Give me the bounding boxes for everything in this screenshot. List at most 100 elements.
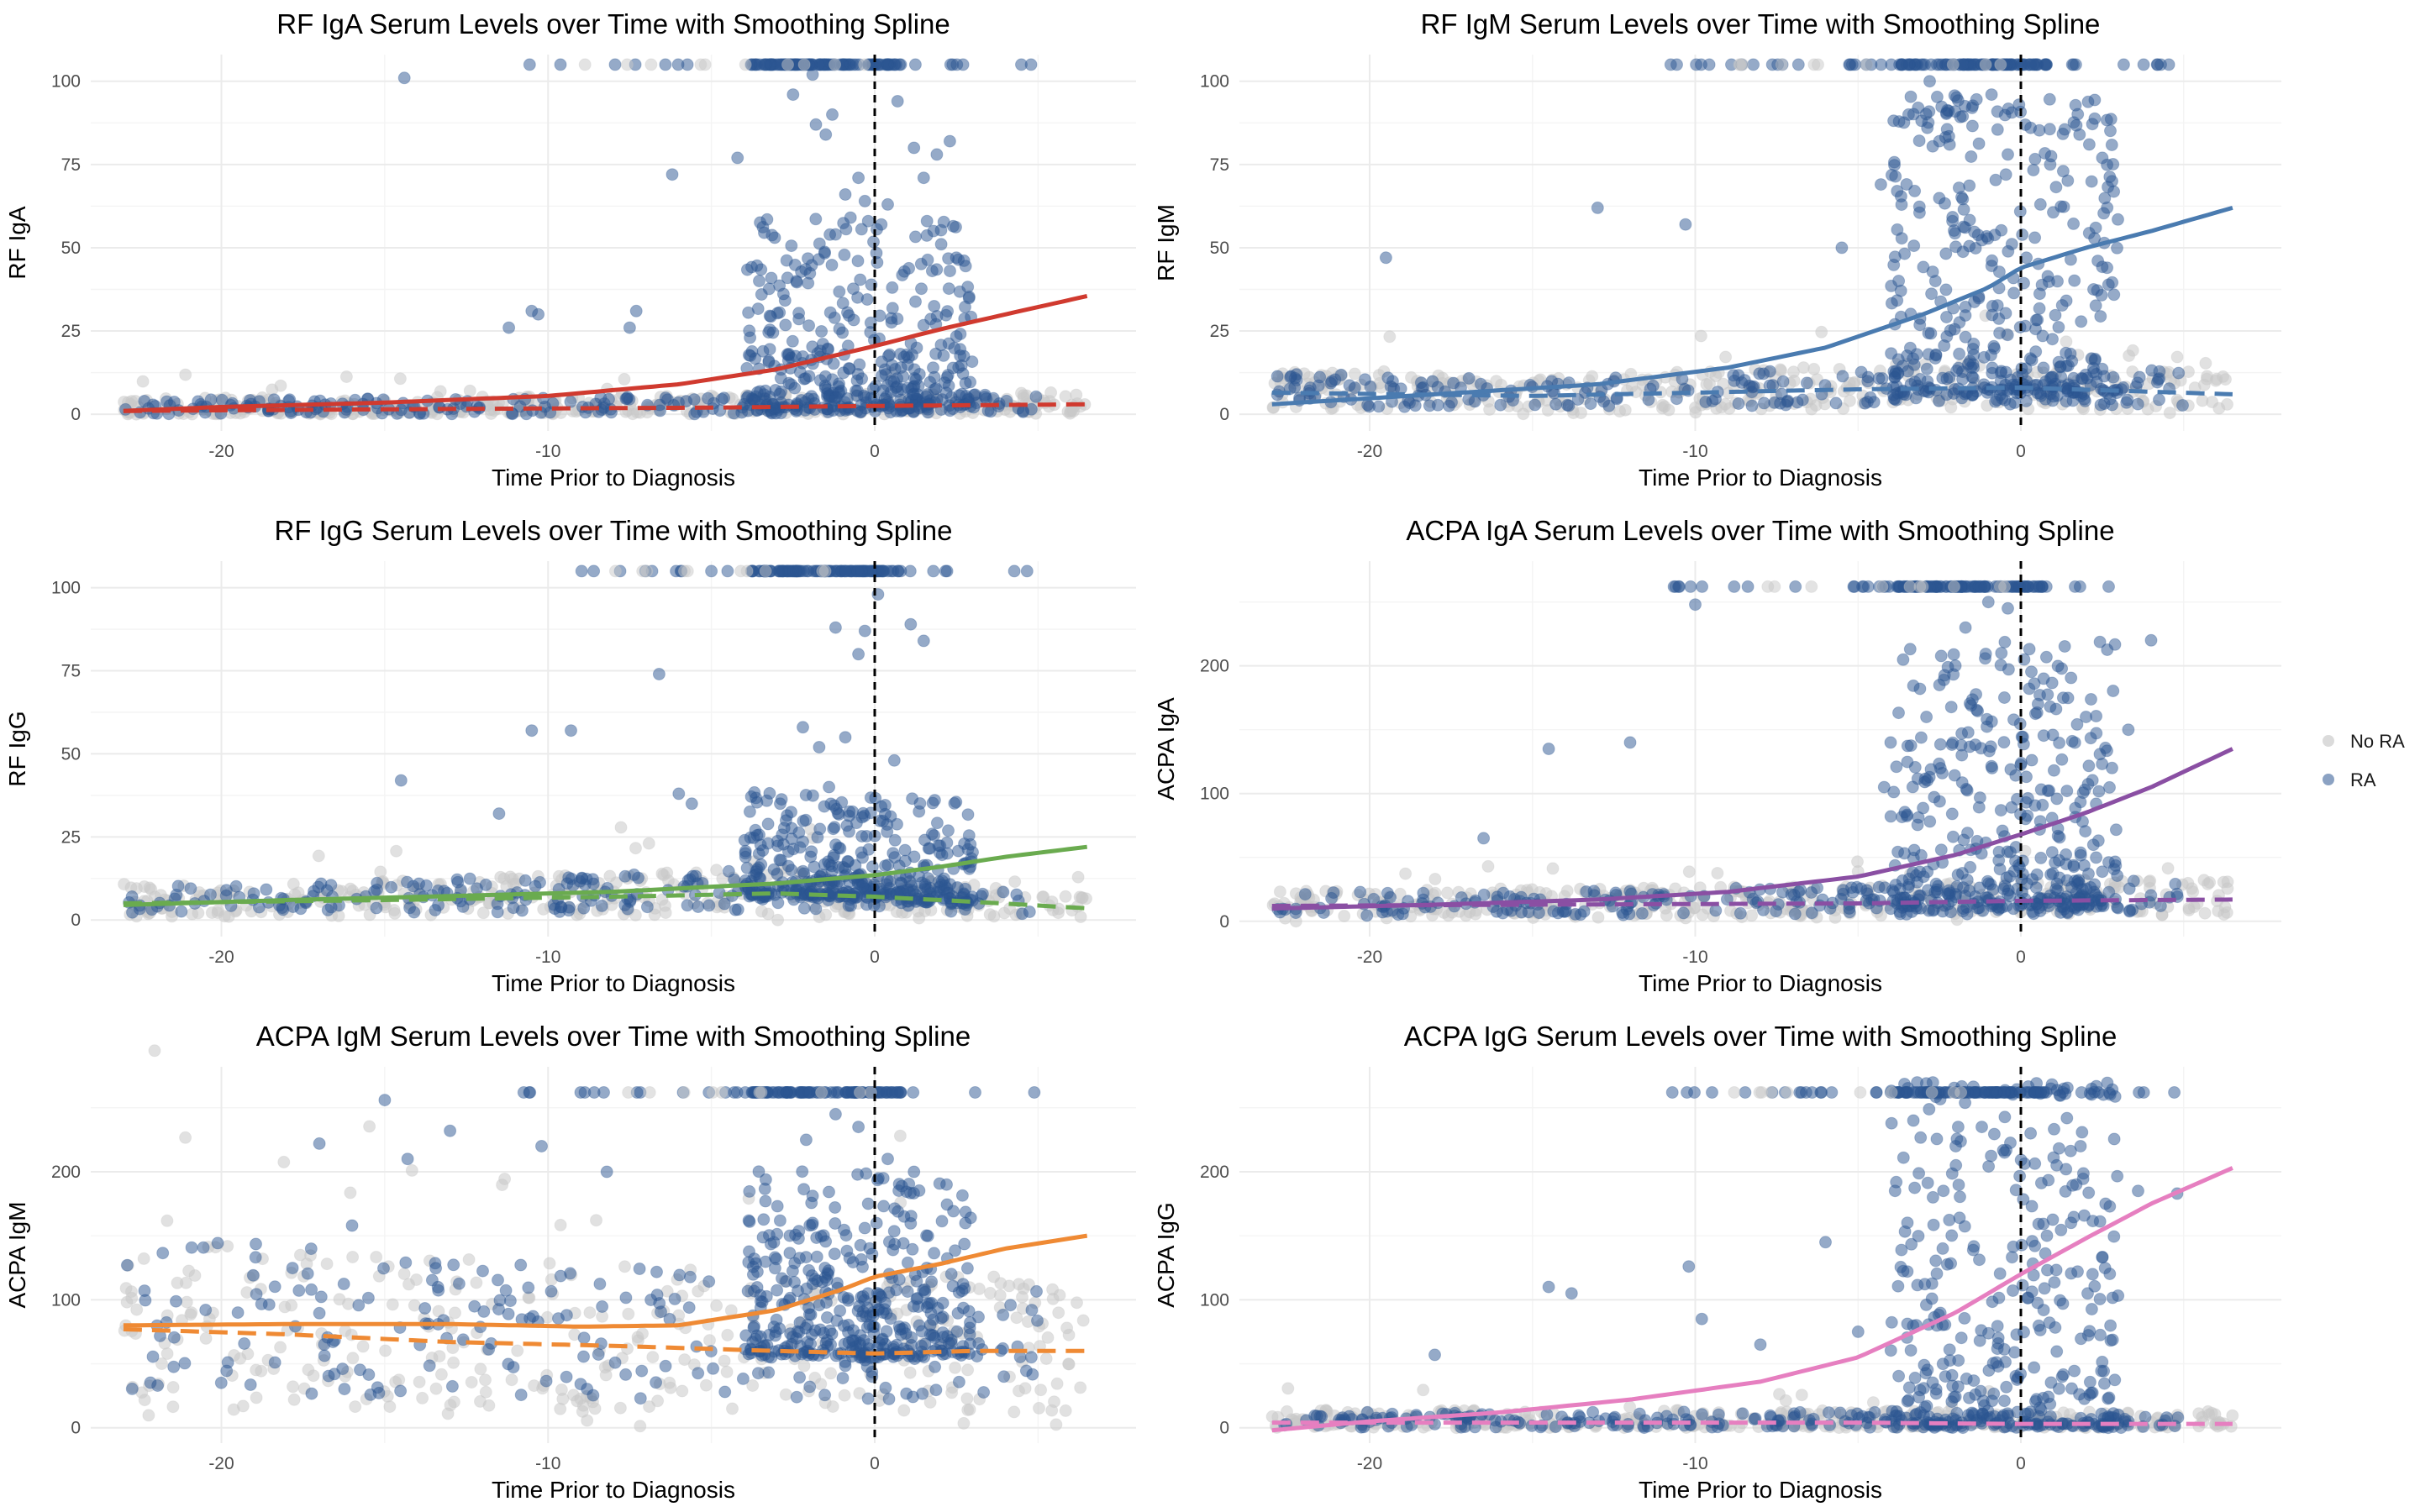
point-no-ra (629, 842, 642, 855)
point-ra (2172, 366, 2186, 380)
point-ra (260, 883, 273, 896)
point-no-ra (1045, 1404, 1059, 1417)
point-ra (654, 404, 667, 417)
point-ra (1325, 891, 1339, 905)
point-ra (1930, 90, 1944, 103)
point-no-ra (1797, 361, 1810, 375)
point-ra (1874, 178, 1887, 192)
point-ra-capped (2073, 580, 2086, 593)
point-ra (962, 290, 976, 303)
point-ra (879, 1381, 892, 1394)
point-ra (2039, 650, 2053, 664)
point-ra (2005, 238, 2018, 251)
point-ra (2123, 905, 2136, 918)
point-no-ra (1805, 402, 1818, 416)
point-ra (852, 171, 865, 185)
point-no-ra-capped (1812, 58, 1824, 71)
point-ra (1925, 287, 1939, 301)
point-ra (793, 365, 807, 379)
point-ra (175, 905, 188, 918)
point-no-ra (465, 1376, 478, 1389)
point-ra (858, 194, 871, 207)
y-tick-label: 25 (61, 827, 81, 847)
point-no-ra (179, 1276, 192, 1289)
point-ra (707, 1362, 720, 1375)
point-ra (1477, 832, 1491, 845)
point-no-ra (1052, 1306, 1065, 1320)
point-ra (1992, 853, 2006, 867)
point-ra (1901, 755, 1914, 769)
point-ra (797, 721, 809, 734)
point-no-ra (356, 1340, 370, 1353)
point-ra (268, 1356, 281, 1369)
point-ra (2153, 393, 2165, 407)
point-ra (1270, 370, 1284, 383)
point-ra (418, 1302, 432, 1315)
point-ra (650, 1376, 663, 1389)
point-no-ra (2185, 882, 2198, 895)
point-no-ra (1656, 398, 1670, 412)
point-ra (2111, 241, 2123, 255)
chart-title: ACPA IgA Serum Levels over Time with Smo… (1406, 515, 2114, 546)
point-ra (629, 304, 643, 318)
point-ra (855, 405, 868, 418)
point-ra (773, 853, 786, 867)
point-ra (2131, 376, 2144, 390)
point-ra (1580, 885, 1593, 898)
point-no-ra-capped (759, 564, 772, 578)
point-ra (560, 1370, 573, 1383)
point-ra (1781, 395, 1794, 408)
point-ra (851, 255, 865, 268)
point-ra (844, 211, 857, 224)
point-ra (823, 306, 837, 319)
point-no-ra (349, 1400, 362, 1414)
x-tick-label: 0 (2016, 948, 2026, 967)
point-ra (2037, 672, 2050, 685)
point-ra (836, 1372, 850, 1385)
point-ra (1907, 843, 1921, 857)
point-no-ra (390, 844, 403, 858)
point-ra (1284, 370, 1297, 384)
point-ra (2049, 181, 2063, 194)
point-ra (1981, 596, 1995, 609)
point-no-ra (476, 906, 490, 920)
point-ra (305, 1283, 318, 1296)
point-ra (2107, 158, 2120, 171)
point-ra (731, 903, 744, 916)
point-ra (539, 1374, 553, 1388)
point-ra (2104, 113, 2118, 126)
point-ra (1885, 297, 1898, 310)
point-ra (786, 843, 800, 856)
point-no-ra (482, 1399, 496, 1412)
point-no-ra (678, 1353, 692, 1367)
point-ra-capped (705, 564, 718, 578)
point-ra (634, 1392, 647, 1405)
point-ra (943, 134, 956, 148)
point-ra (1982, 877, 1996, 890)
y-tick-label: 0 (1219, 405, 1229, 424)
point-no-ra (277, 1155, 291, 1168)
point-ra (755, 288, 768, 301)
point-ra (1885, 279, 1898, 292)
y-tick-label: 100 (1200, 785, 1229, 804)
point-ra-capped (1007, 564, 1021, 578)
point-ra (743, 324, 756, 338)
y-tick-label: 200 (1200, 657, 1229, 676)
point-ra (1999, 307, 2012, 320)
point-ra (554, 1269, 567, 1283)
point-ra (743, 805, 756, 818)
point-ra (852, 648, 865, 661)
point-ra (865, 1365, 879, 1378)
y-axis-label: RF IgA (4, 206, 30, 279)
point-ra (2046, 333, 2059, 346)
point-no-ra (416, 1391, 429, 1404)
point-ra-capped (1843, 58, 1856, 71)
point-ra (805, 845, 818, 858)
point-ra-capped (721, 564, 734, 578)
point-no-ra-capped (1761, 580, 1775, 593)
point-ra (1933, 394, 1945, 407)
point-ra (2094, 310, 2107, 323)
point-ra (2002, 102, 2015, 115)
